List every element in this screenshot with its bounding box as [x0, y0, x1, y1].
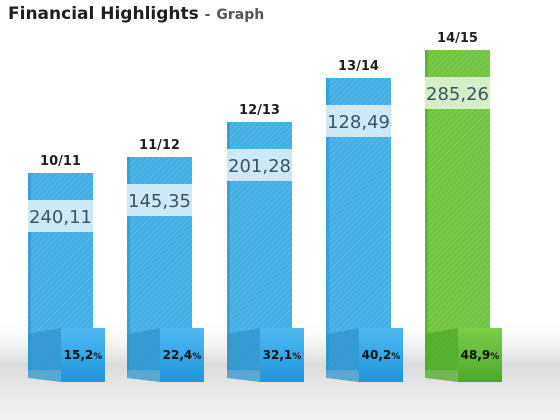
- value-label-3: 128,49: [327, 112, 390, 133]
- percent-value-4: 48,9: [461, 348, 491, 362]
- percent-box-3: [359, 328, 403, 382]
- value-label-1: 145,35: [128, 191, 191, 212]
- percent-box-side-4: [425, 328, 458, 382]
- percent-value-0: 15,2: [64, 348, 94, 362]
- percent-box-4: [458, 328, 502, 382]
- percent-value-2: 32,1: [263, 348, 293, 362]
- value-band-2: [227, 149, 292, 181]
- bar-edge-4: [425, 50, 428, 370]
- bar-edge-2: [227, 122, 230, 370]
- percent-label-2: 32,1%: [263, 348, 302, 362]
- bar-edge-0: [28, 173, 31, 370]
- category-label-4: 14/15: [437, 31, 478, 46]
- title-separator: -: [204, 7, 211, 23]
- percent-box-1: [160, 328, 204, 382]
- category-label-3: 13/14: [338, 59, 379, 74]
- percent-box-side-2: [227, 328, 260, 382]
- value-band-1: [127, 184, 192, 216]
- chart-title: Financial Highlights: [8, 4, 199, 24]
- percent-label-0: 15,2%: [64, 348, 103, 362]
- percent-unit-1: %: [192, 352, 201, 362]
- percent-box-2: [260, 328, 304, 382]
- category-label-1: 11/12: [139, 138, 180, 153]
- value-label-2: 201,28: [228, 156, 291, 177]
- value-band-0: [28, 200, 93, 232]
- category-label-2: 12/13: [239, 103, 280, 118]
- percent-unit-0: %: [93, 352, 102, 362]
- value-label-4: 285,26: [426, 84, 489, 105]
- value-label-0: 240,11: [29, 207, 92, 228]
- chart-subtitle: Graph: [216, 7, 265, 23]
- percent-label-1: 22,4%: [163, 348, 202, 362]
- category-label-0: 10/11: [40, 154, 81, 169]
- percent-unit-4: %: [490, 352, 499, 362]
- percent-box-side-1: [127, 328, 160, 382]
- percent-box-0: [61, 328, 105, 382]
- percent-unit-2: %: [292, 352, 301, 362]
- percent-label-4: 48,9%: [461, 348, 500, 362]
- value-band-3: [326, 105, 391, 137]
- percent-label-3: 40,2%: [362, 348, 401, 362]
- page-title: Financial Highlights - Graph: [8, 4, 264, 24]
- percent-box-side-3: [326, 328, 359, 382]
- percent-value-1: 22,4: [163, 348, 193, 362]
- bar-edge-3: [326, 78, 329, 370]
- bar-edge-1: [127, 157, 130, 370]
- percent-unit-3: %: [391, 352, 400, 362]
- percent-value-3: 40,2: [362, 348, 392, 362]
- value-band-4: [425, 77, 490, 109]
- percent-box-side-0: [28, 328, 61, 382]
